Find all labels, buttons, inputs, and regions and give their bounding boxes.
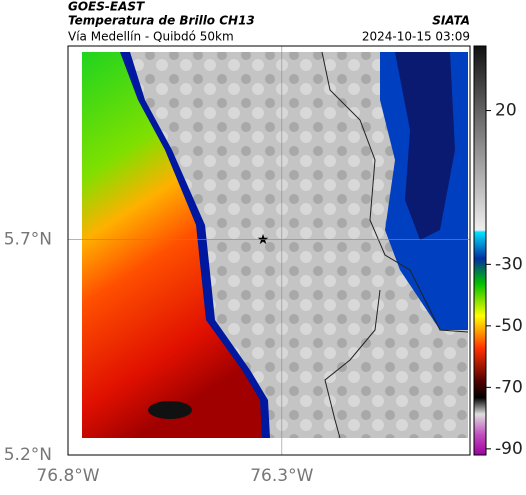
- colorbar-label: -90: [495, 439, 523, 459]
- x-tick-label: 76.3°W: [250, 466, 313, 486]
- cold-spot: [148, 401, 192, 419]
- colorbar-label: 20: [495, 101, 517, 121]
- route: Vía Medellín - Quibdó 50km: [68, 30, 234, 44]
- source: SIATA: [432, 14, 470, 28]
- colorbar-label: -70: [495, 377, 523, 397]
- warm-region: [82, 52, 262, 438]
- cold-core: [395, 52, 455, 240]
- y-tick-label: 5.7°N: [4, 230, 52, 250]
- timestamp: 2024-10-15 03:09: [362, 30, 470, 44]
- y-tick-label: 5.2°N: [4, 445, 52, 465]
- x-tick-label: 76.8°W: [36, 466, 99, 486]
- colorbar: [473, 45, 487, 456]
- border: [321, 51, 469, 439]
- colorbar-label: -50: [495, 316, 523, 336]
- title: GOES-EAST: [68, 0, 145, 14]
- colorbar-label: -30: [495, 254, 523, 274]
- map-border: [67, 45, 471, 456]
- subtitle: Temperatura de Brillo CH13: [68, 14, 255, 28]
